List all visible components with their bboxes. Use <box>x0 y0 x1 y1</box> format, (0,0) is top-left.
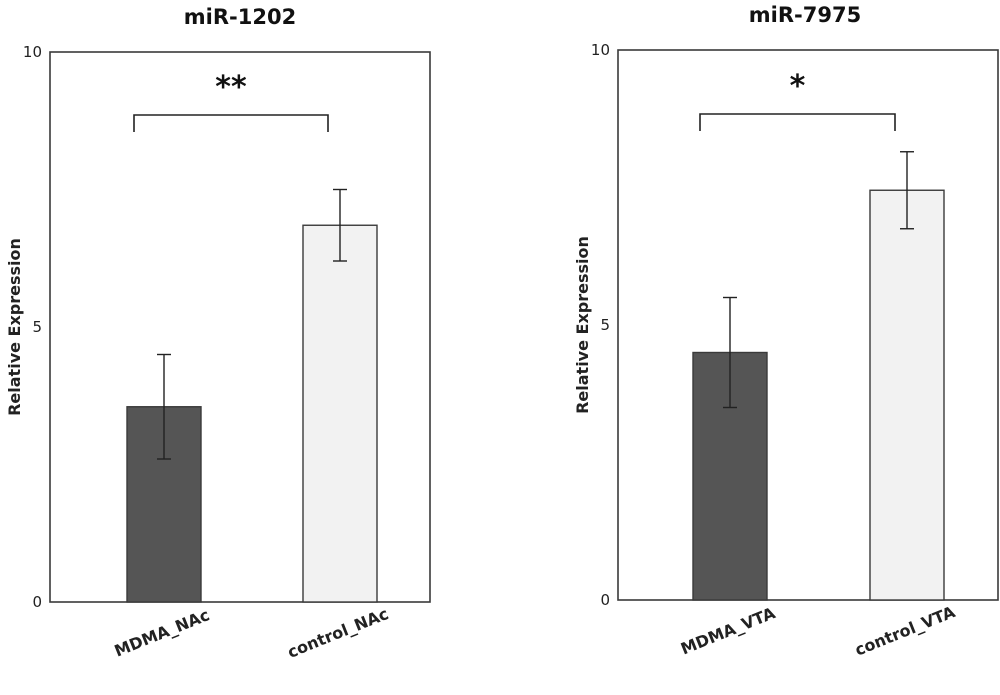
chart-title: miR-7975 <box>749 3 861 27</box>
bar <box>302 224 378 603</box>
x-tick-label: control_NAc <box>285 604 391 662</box>
x-tick-label: control_VTA <box>852 602 958 660</box>
y-tick-label: 0 <box>32 593 42 611</box>
y-tick-label: 10 <box>23 43 42 61</box>
plot-frame <box>49 51 431 603</box>
significance-marker: * <box>790 69 806 104</box>
x-tick-label: MDMA_VTA <box>678 603 778 658</box>
y-tick-label: 10 <box>591 41 610 59</box>
plot-frame <box>617 49 999 601</box>
chart-panel-mir-7975: miR-7975 0 5 10 Relative Expression MDMA_VTA c… <box>573 3 999 660</box>
significance-bracket <box>133 114 329 132</box>
y-axis-label: Relative Expression <box>573 236 592 414</box>
x-tick-label: MDMA_NAc <box>112 605 213 660</box>
chart-panel-mir-1202: miR-1202 0 5 10 Relative Expression MDMA_NAc c… <box>5 5 431 662</box>
y-tick-label: 5 <box>32 318 42 336</box>
significance-marker: ** <box>215 70 247 105</box>
chart-title: miR-1202 <box>184 5 296 29</box>
y-tick-label: 5 <box>600 316 610 334</box>
bar <box>869 189 945 601</box>
y-tick-label: 0 <box>600 591 610 609</box>
significance-bracket <box>699 113 896 131</box>
y-axis-label: Relative Expression <box>5 238 24 416</box>
